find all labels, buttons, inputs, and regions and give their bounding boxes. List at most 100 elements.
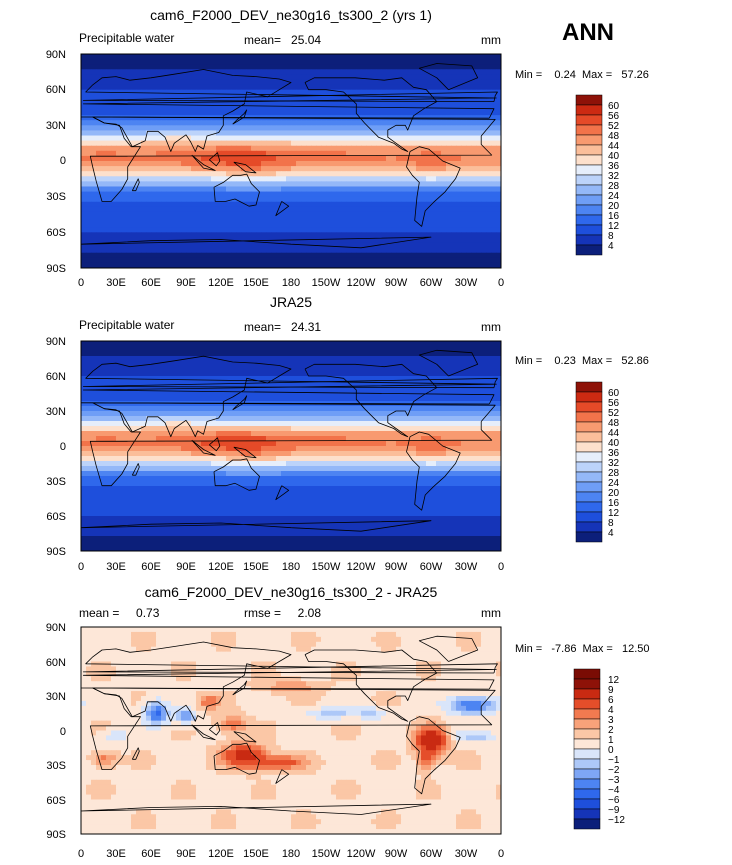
field-cell xyxy=(476,411,482,417)
field-cell xyxy=(496,381,501,387)
field-cell xyxy=(336,361,342,367)
field-cell xyxy=(391,381,397,387)
field-cell xyxy=(346,232,352,239)
field-cell xyxy=(301,69,307,75)
field-cell xyxy=(471,191,477,198)
field-cell xyxy=(166,371,172,377)
field-cell xyxy=(401,196,407,203)
field-cell xyxy=(476,120,482,126)
field-cell xyxy=(296,99,302,106)
field-cell xyxy=(326,69,332,75)
field-cell xyxy=(146,150,152,157)
field-cell xyxy=(271,381,277,387)
field-cell xyxy=(336,406,342,412)
field-cell xyxy=(111,155,117,162)
field-cell xyxy=(121,242,127,249)
field-cell xyxy=(256,376,262,382)
field-cell xyxy=(236,201,242,208)
field-cell xyxy=(446,196,452,203)
field-cell xyxy=(186,406,192,412)
field-cell xyxy=(301,155,307,162)
field-cell xyxy=(466,64,472,70)
field-cell xyxy=(86,125,92,132)
field-cell xyxy=(341,125,347,132)
field-cell xyxy=(351,130,357,137)
field-cell xyxy=(361,242,367,249)
field-cell xyxy=(316,406,322,412)
field-cell xyxy=(176,242,182,249)
field-cell xyxy=(111,110,117,116)
field-cell xyxy=(356,247,362,254)
field-cell xyxy=(361,227,367,233)
field-cell xyxy=(311,59,317,65)
field-cell xyxy=(366,155,372,162)
field-cell xyxy=(246,227,252,233)
field-cell xyxy=(221,59,227,65)
field-cell xyxy=(86,237,92,244)
field-cell xyxy=(251,237,257,244)
field-cell xyxy=(381,341,387,347)
field-cell xyxy=(181,376,187,382)
field-cell xyxy=(101,196,107,203)
field-cell xyxy=(291,130,297,137)
field-cell xyxy=(276,125,282,132)
field-cell xyxy=(306,237,312,244)
field-cell xyxy=(126,341,132,347)
field-cell xyxy=(466,196,472,203)
field-cell xyxy=(456,110,462,116)
field-cell xyxy=(161,125,167,132)
field-cell xyxy=(371,84,377,91)
field-cell xyxy=(276,64,282,70)
field-cell xyxy=(91,181,97,188)
field-cell xyxy=(141,171,147,177)
field-cell xyxy=(181,391,187,397)
field-cell xyxy=(416,166,422,172)
field-cell xyxy=(316,356,322,362)
coastline xyxy=(81,69,497,152)
field-cell xyxy=(336,54,342,60)
field-cell xyxy=(201,161,207,167)
field-cell xyxy=(281,79,287,86)
field-cell xyxy=(356,176,362,182)
field-cell xyxy=(126,416,132,422)
field-cell xyxy=(186,206,192,213)
field-cell xyxy=(111,396,117,402)
field-cell xyxy=(421,206,427,213)
field-cell xyxy=(291,94,297,101)
field-cell xyxy=(166,161,172,167)
x-tick-label: 120E xyxy=(208,277,234,289)
field-cell xyxy=(466,227,472,233)
field-cell xyxy=(361,257,367,264)
field-cell xyxy=(146,186,152,193)
field-cell xyxy=(96,396,102,402)
field-cell xyxy=(431,232,437,239)
field-cell xyxy=(221,242,227,249)
field-cell xyxy=(376,64,382,70)
field-cell xyxy=(201,176,207,182)
field-cell xyxy=(446,64,452,70)
field-cell xyxy=(346,386,352,392)
field-cell xyxy=(181,84,187,91)
field-cell xyxy=(431,135,437,142)
field-cell xyxy=(141,120,147,126)
field-cell xyxy=(331,356,337,362)
field-cell xyxy=(251,247,257,254)
field-cell xyxy=(261,222,267,228)
field-cell xyxy=(216,346,222,352)
field-cell xyxy=(176,421,182,427)
field-cell xyxy=(451,120,457,126)
field-cell xyxy=(276,54,282,60)
field-cell xyxy=(366,222,372,228)
field-cell xyxy=(201,166,207,172)
field-cell xyxy=(216,222,222,228)
field-cell xyxy=(426,150,432,157)
field-cell xyxy=(301,171,307,177)
field-cell xyxy=(186,416,192,422)
field-cell xyxy=(381,186,387,193)
field-cell xyxy=(131,176,137,182)
field-cell xyxy=(116,94,122,101)
field-cell xyxy=(191,257,197,264)
field-cell xyxy=(81,211,87,218)
field-cell xyxy=(236,79,242,86)
field-cell xyxy=(126,130,132,137)
